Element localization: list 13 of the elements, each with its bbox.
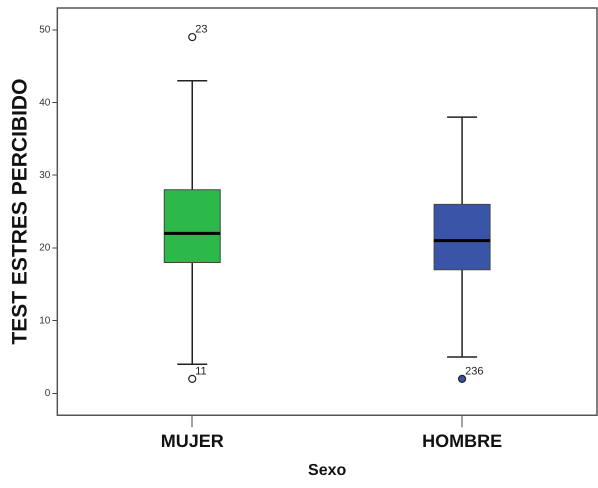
- annotation: 236: [465, 365, 484, 378]
- y-tick-label: 50: [39, 24, 51, 36]
- y-tick-label: 10: [39, 315, 51, 326]
- x-axis-title: Sexo: [308, 462, 347, 479]
- annotation: 11: [195, 365, 207, 378]
- annotation: 23: [195, 24, 208, 36]
- y-tick-label: 40: [39, 97, 51, 108]
- y-axis-title: TEST ESTRES PERCIBIDO: [8, 78, 32, 345]
- x-tick-label: HOMBRE: [422, 430, 502, 451]
- y-tick-label: 20: [39, 242, 51, 254]
- y-tick-label: 30: [39, 170, 51, 181]
- y-tick-label: 0: [44, 388, 51, 400]
- x-tick-label: MUJER: [160, 430, 224, 451]
